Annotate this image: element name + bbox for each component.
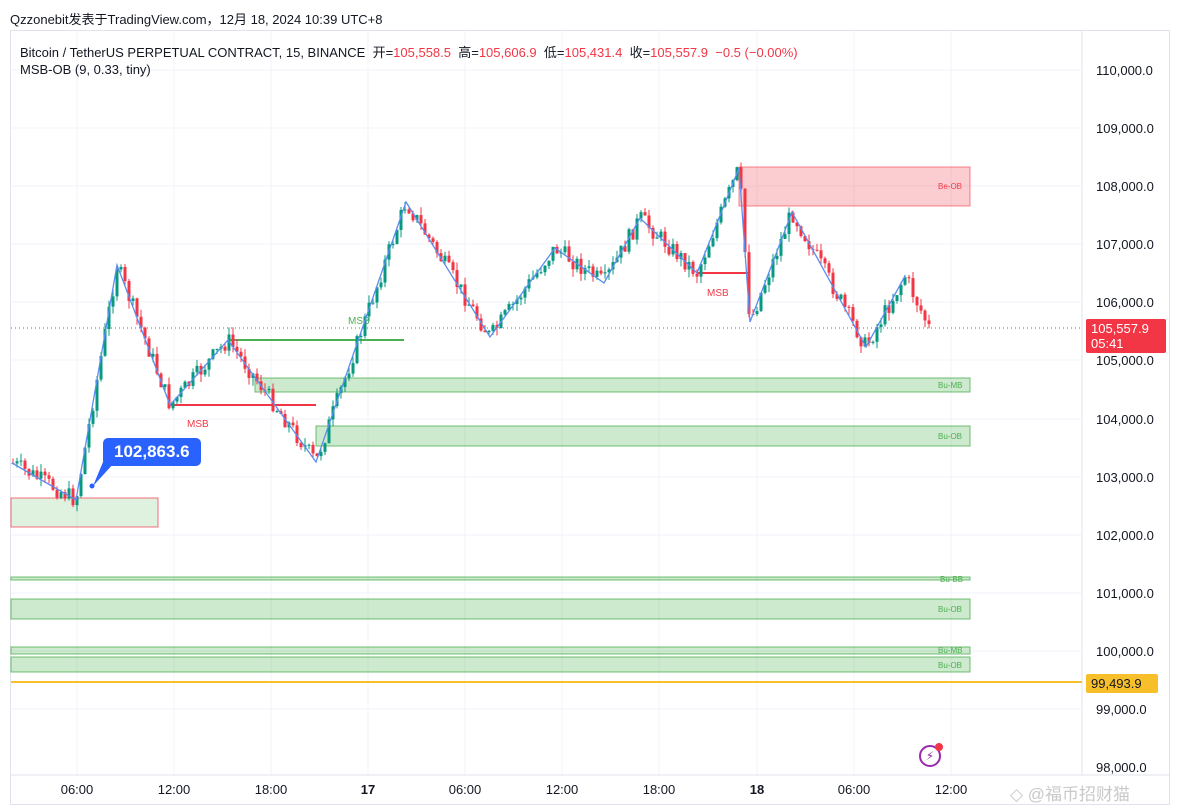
callout-pointer: [93, 462, 115, 486]
price-callout[interactable]: 102,863.6: [103, 438, 201, 466]
order-block-zones: [10, 166, 971, 673]
close-value: 105,557.9: [650, 45, 709, 60]
svg-text:12:00: 12:00: [935, 782, 968, 797]
indicator-legend[interactable]: MSB-OB (9, 0.33, tiny): [20, 62, 151, 77]
svg-text:Bu-BB: Bu-BB: [940, 575, 963, 584]
svg-text:107,000.0: 107,000.0: [1096, 237, 1154, 252]
svg-text:Bu-MB: Bu-MB: [938, 646, 962, 655]
svg-text:Bu-OB: Bu-OB: [938, 605, 962, 614]
svg-text:106,000.0: 106,000.0: [1096, 295, 1154, 310]
svg-text:100,000.0: 100,000.0: [1096, 644, 1154, 659]
change-value: −0.5 (−0.00%): [715, 45, 798, 60]
low-value: 105,431.4: [564, 45, 623, 60]
open-value: 105,558.5: [393, 45, 451, 60]
svg-text:Bu-OB: Bu-OB: [938, 432, 962, 441]
high-value: 105,606.9: [478, 45, 537, 60]
svg-text:MSB: MSB: [348, 316, 370, 327]
price-axis[interactable]: 110,000.0 109,000.0 108,000.0 107,000.0 …: [1096, 63, 1154, 775]
svg-text:102,000.0: 102,000.0: [1096, 528, 1154, 543]
hline-price-tag: 99,493.9: [1086, 674, 1158, 693]
msb-lines: MSB MSB MSB: [170, 272, 748, 430]
svg-text:18:00: 18:00: [643, 782, 676, 797]
notification-dot: [935, 743, 943, 751]
last-price-tag: 105,557.9 05:41: [1086, 319, 1166, 353]
svg-text:109,000.0: 109,000.0: [1096, 121, 1154, 136]
publish-caption: Qzzonebit发表于TradingView.com，12月 18, 2024…: [10, 12, 383, 27]
callout-anchor: [89, 483, 95, 489]
svg-text:99,000.0: 99,000.0: [1096, 702, 1147, 717]
zigzag-line: [11, 167, 906, 502]
chart-frame: [10, 30, 1170, 805]
bar-countdown: 05:41: [1091, 336, 1124, 351]
symbol-legend: Bitcoin / TetherUS PERPETUAL CONTRACT, 1…: [20, 45, 798, 60]
diamond-icon: ◇: [1010, 785, 1028, 804]
zone-labels: Be-OB Bu-MB Bu-OB Bu-BB Bu-OB Bu-MB Bu-O…: [938, 182, 963, 670]
svg-text:06:00: 06:00: [61, 782, 94, 797]
svg-text:MSB: MSB: [707, 288, 729, 299]
time-axis[interactable]: 06:00 12:00 18:00 17 06:00 12:00 18:00 1…: [61, 782, 968, 797]
svg-text:Bu-MB: Bu-MB: [938, 381, 962, 390]
svg-text:12:00: 12:00: [546, 782, 579, 797]
svg-text:18:00: 18:00: [255, 782, 288, 797]
svg-text:104,000.0: 104,000.0: [1096, 412, 1154, 427]
svg-text:06:00: 06:00: [838, 782, 871, 797]
svg-text:12:00: 12:00: [158, 782, 191, 797]
svg-text:105,000.0: 105,000.0: [1096, 353, 1154, 368]
svg-text:103,000.0: 103,000.0: [1096, 470, 1154, 485]
svg-text:101,000.0: 101,000.0: [1096, 586, 1154, 601]
svg-text:108,000.0: 108,000.0: [1096, 179, 1154, 194]
svg-text:Be-OB: Be-OB: [938, 182, 962, 191]
symbol-name: Bitcoin / TetherUS PERPETUAL CONTRACT, 1…: [20, 45, 366, 60]
svg-text:110,000.0: 110,000.0: [1096, 63, 1153, 78]
grid: [11, 31, 1082, 775]
svg-text:98,000.0: 98,000.0: [1096, 760, 1147, 775]
svg-text:18: 18: [750, 782, 764, 797]
svg-text:MSB: MSB: [187, 419, 209, 430]
svg-text:06:00: 06:00: [449, 782, 482, 797]
svg-text:Bu-OB: Bu-OB: [938, 661, 962, 670]
svg-text:17: 17: [361, 782, 375, 797]
watermark: ◇ @福币招财猫: [1010, 785, 1131, 804]
lightning-icon[interactable]: ⚡: [919, 743, 943, 767]
